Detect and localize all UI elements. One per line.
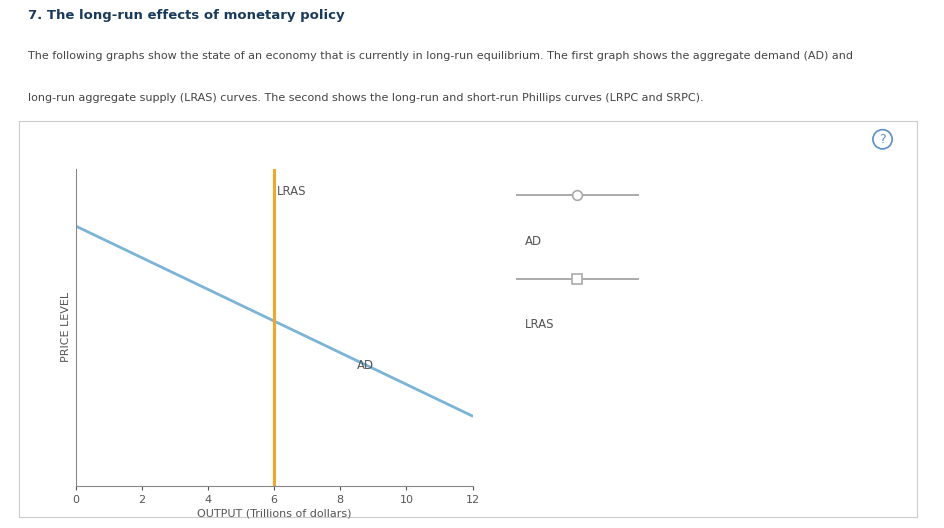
- X-axis label: OUTPUT (Trillions of dollars): OUTPUT (Trillions of dollars): [196, 509, 351, 519]
- Text: ?: ?: [878, 133, 885, 146]
- Text: long-run aggregate supply (LRAS) curves. The second shows the long-run and short: long-run aggregate supply (LRAS) curves.…: [28, 93, 703, 103]
- Text: LRAS: LRAS: [278, 185, 307, 198]
- Text: 7. The long-run effects of monetary policy: 7. The long-run effects of monetary poli…: [28, 10, 345, 22]
- Text: The following graphs show the state of an economy that is currently in long-run : The following graphs show the state of a…: [28, 51, 852, 61]
- Text: AD: AD: [357, 359, 374, 372]
- Y-axis label: PRICE LEVEL: PRICE LEVEL: [61, 293, 72, 362]
- Text: AD: AD: [524, 235, 541, 248]
- Text: LRAS: LRAS: [524, 318, 553, 331]
